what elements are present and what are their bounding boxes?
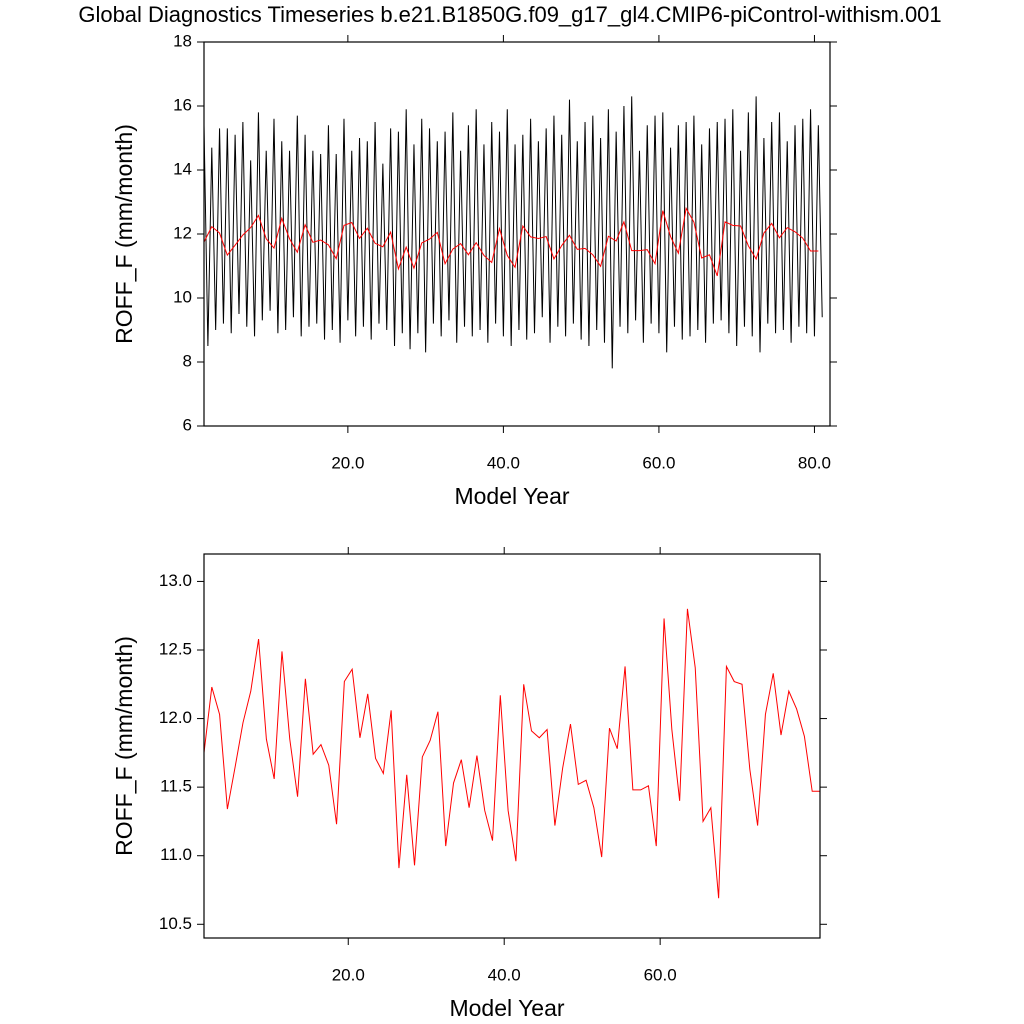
y-tick-label: 10.5 [159,914,192,933]
x-tick-label: 60.0 [644,965,677,984]
y-tick-label: 11.5 [160,777,192,796]
x-tick-label: 40.0 [487,453,520,472]
y-tick-label: 11.0 [160,845,192,864]
y-axis-label: ROFF_F (mm/month) [111,636,137,856]
x-axis-label: Model Year [454,483,569,509]
y-tick-label: 13.0 [159,571,192,590]
x-tick-label: 20.0 [331,453,364,472]
y-tick-label: 10 [173,287,192,306]
x-tick-label: 20.0 [332,965,365,984]
y-tick-label: 18 [173,31,192,50]
y-tick-label: 12.5 [159,639,192,658]
series-line [203,206,819,277]
y-tick-label: 12.0 [159,708,192,727]
plot-frame [203,553,821,939]
y-tick-label: 12 [173,223,192,242]
y-tick-label: 8 [183,351,192,370]
x-axis-label: Model Year [449,995,564,1021]
y-tick-label: 6 [183,415,192,434]
y-axis-label: ROFF_F (mm/month) [111,124,137,344]
x-tick-label: 60.0 [642,453,675,472]
y-tick-label: 14 [173,159,192,178]
series-line [203,608,820,899]
series-line [203,96,823,369]
x-tick-label: 80.0 [798,453,831,472]
chart-title: Global Diagnostics Timeseries b.e21.B185… [78,2,941,27]
x-tick-label: 40.0 [488,965,521,984]
y-tick-label: 16 [173,95,192,114]
